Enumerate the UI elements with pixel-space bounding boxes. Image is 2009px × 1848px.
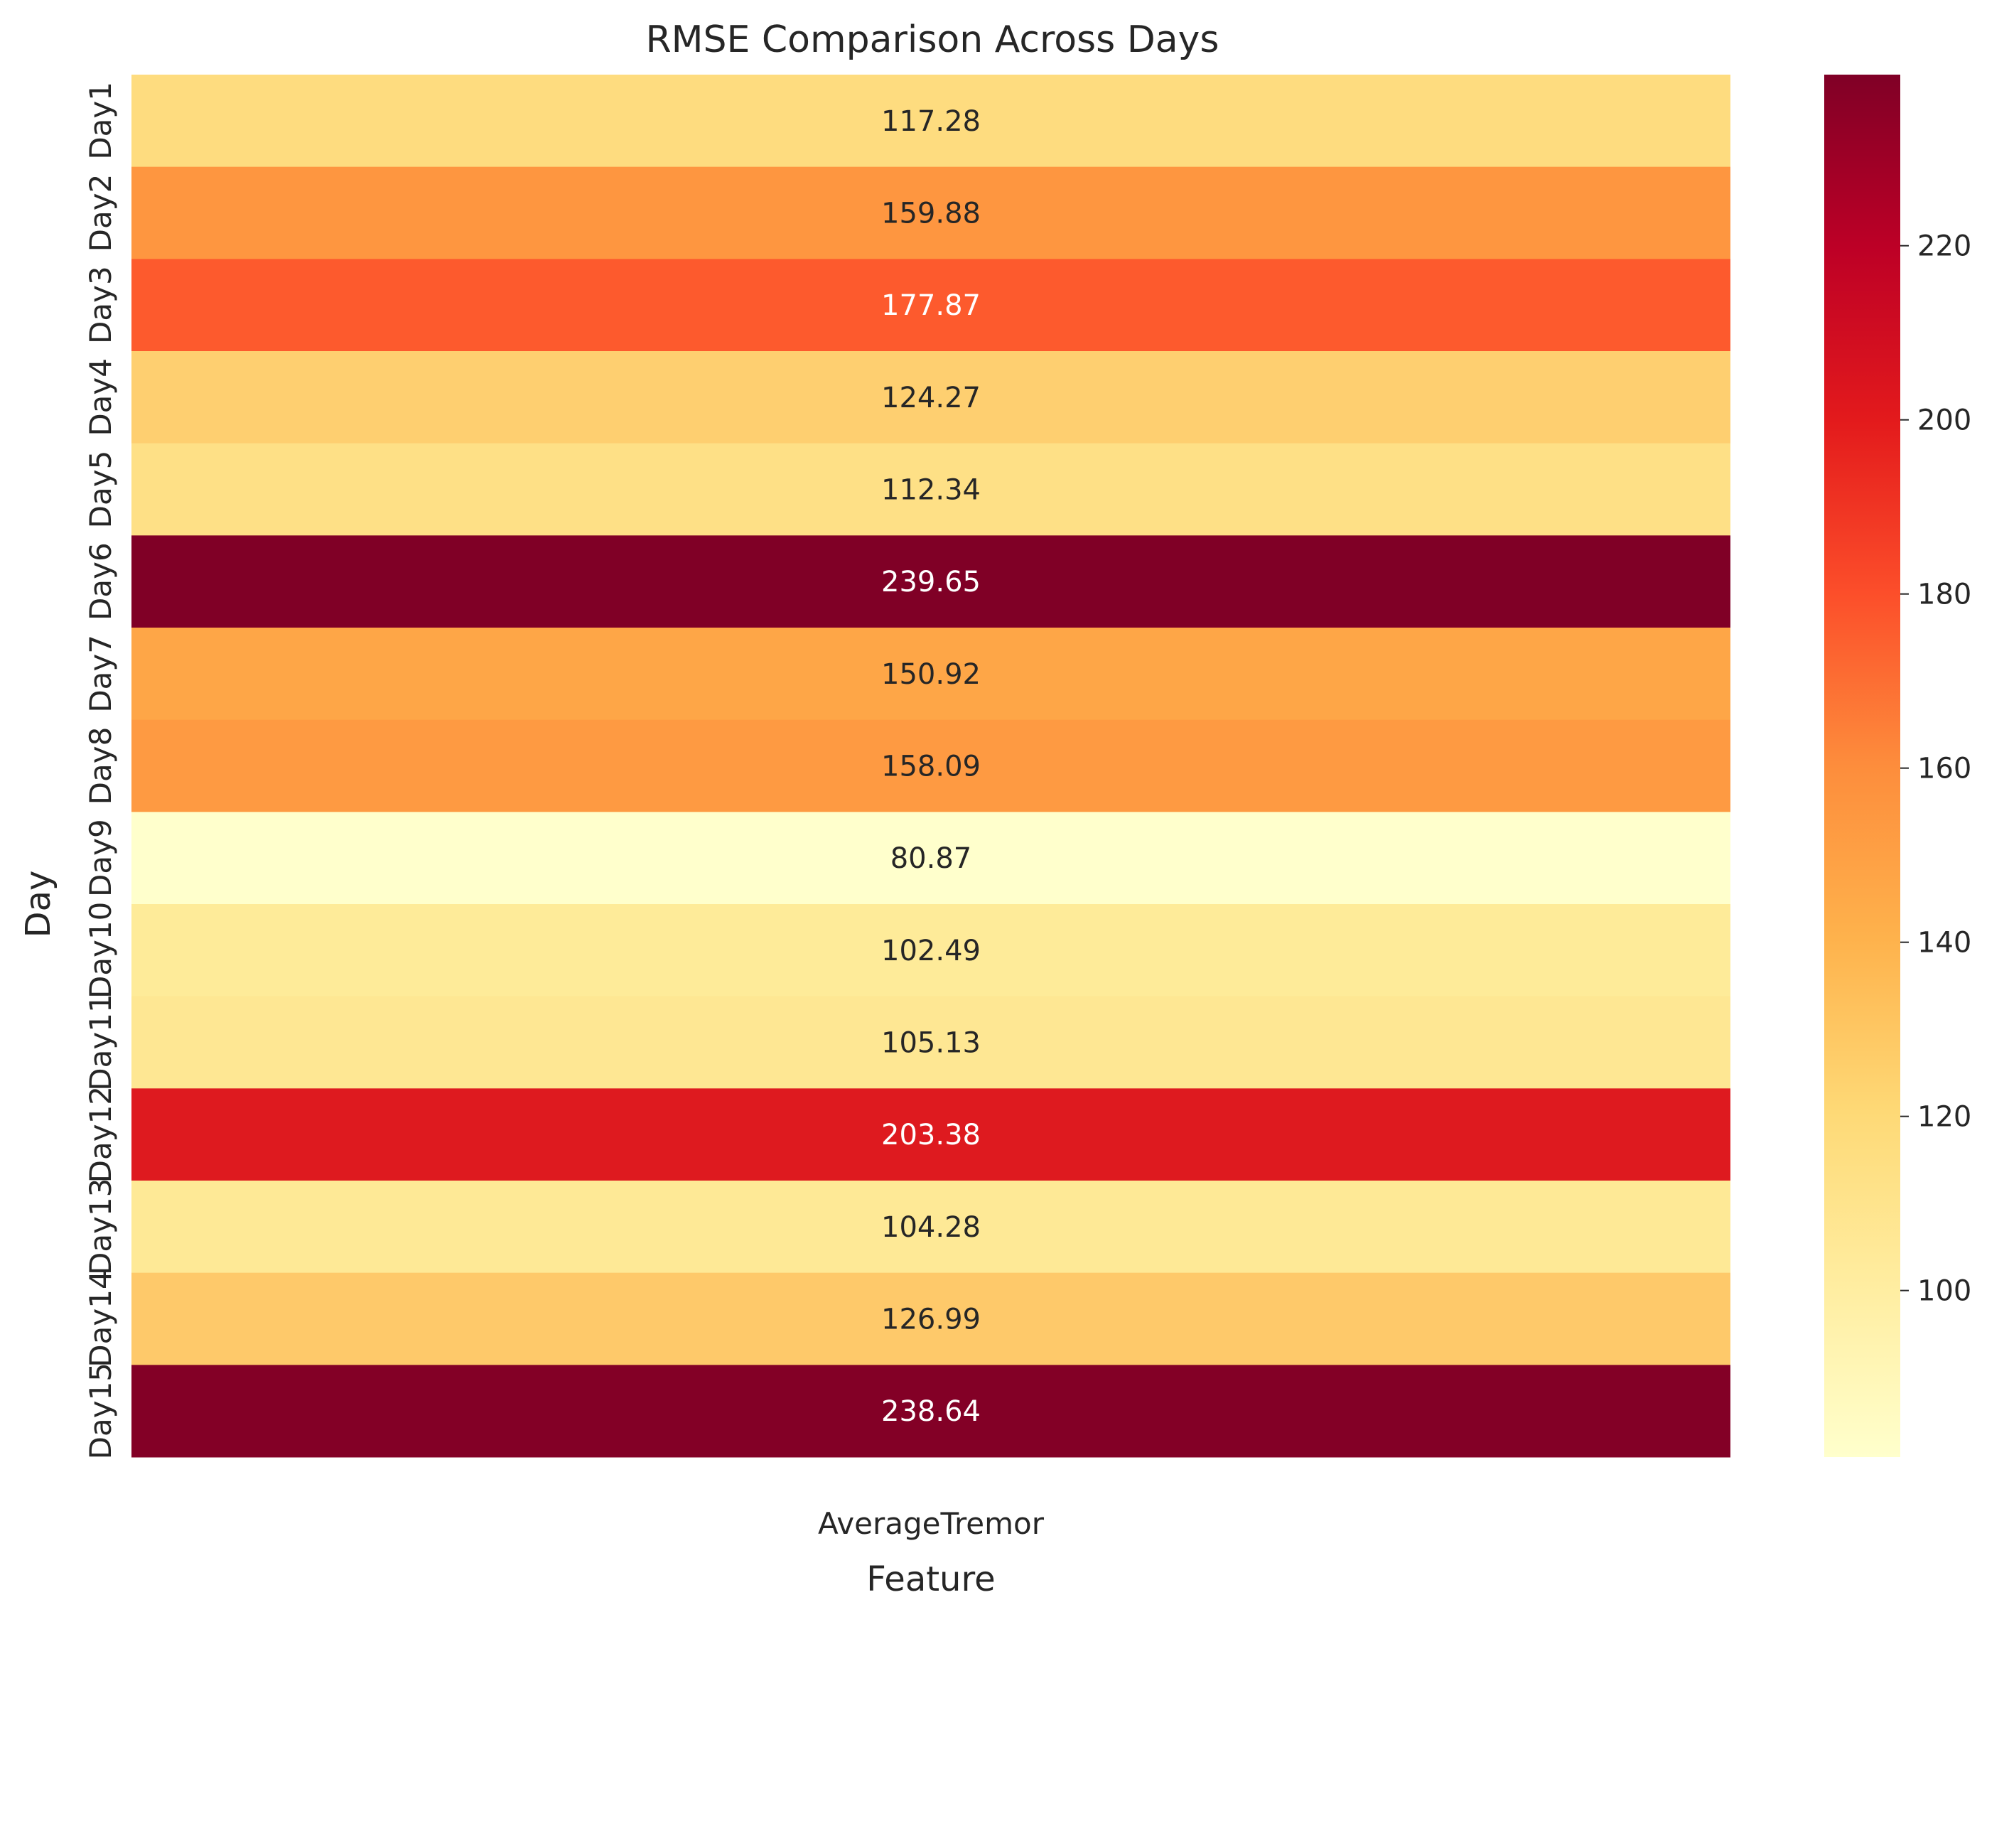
cell-value-label: 117.28 bbox=[881, 105, 981, 138]
heatmap-cell bbox=[131, 904, 1730, 997]
y-tick-label: Day12 bbox=[83, 1086, 118, 1183]
y-axis-label: Day bbox=[18, 871, 58, 938]
y-tick-label: Day3 bbox=[83, 266, 118, 344]
cell-value-labels: 117.28 159.88 177.87 124.27 112.34 239.65 150.… bbox=[881, 105, 981, 1428]
y-tick-label: Day13 bbox=[83, 1178, 118, 1275]
heatmap-cell bbox=[131, 259, 1730, 352]
y-tick-label: Day9 bbox=[83, 819, 118, 897]
y-tick-label: Day1 bbox=[83, 82, 118, 160]
y-tick-label: Day5 bbox=[83, 451, 118, 529]
heatmap-cell bbox=[131, 1181, 1730, 1274]
cell-value-label: 203.38 bbox=[881, 1119, 981, 1151]
x-tick-label: AverageTremor bbox=[818, 1506, 1045, 1541]
colorbar-tick-label: 120 bbox=[1917, 1101, 1971, 1134]
colorbar bbox=[1824, 75, 1900, 1457]
y-tick-label: Day15 bbox=[83, 1363, 118, 1459]
y-tick-label: Day6 bbox=[83, 542, 118, 621]
y-tick-label: Day10 bbox=[83, 902, 118, 999]
cell-value-label: 239.65 bbox=[881, 566, 981, 598]
heatmap-cell bbox=[131, 1365, 1730, 1458]
cell-value-label: 158.09 bbox=[881, 751, 981, 783]
heatmap-cell bbox=[131, 1272, 1730, 1365]
heatmap-cell bbox=[131, 996, 1730, 1089]
y-tick-label: Day4 bbox=[83, 358, 118, 436]
colorbar-tick-label: 100 bbox=[1917, 1275, 1971, 1308]
y-tick-label: Day7 bbox=[83, 635, 118, 713]
cell-value-label: 124.27 bbox=[881, 382, 981, 414]
cell-value-label: 238.64 bbox=[881, 1395, 981, 1428]
heatmap-cell bbox=[131, 1088, 1730, 1181]
colorbar-tick-label: 140 bbox=[1917, 927, 1971, 960]
cell-value-label: 105.13 bbox=[881, 1027, 981, 1060]
colorbar-tick-label: 160 bbox=[1917, 753, 1971, 785]
y-tick-label: Day8 bbox=[83, 727, 118, 805]
heatmap-cell bbox=[131, 535, 1730, 628]
cell-value-label: 177.87 bbox=[881, 289, 981, 322]
cell-value-label: 159.88 bbox=[881, 198, 981, 230]
heatmap-cell bbox=[131, 812, 1730, 905]
y-tick-label: Day2 bbox=[83, 174, 118, 252]
cell-value-label: 112.34 bbox=[881, 474, 981, 507]
heatmap-cells bbox=[131, 75, 1730, 1458]
y-tick-label: Day11 bbox=[83, 994, 118, 1090]
cell-value-label: 150.92 bbox=[881, 658, 981, 691]
colorbar-tick-label: 220 bbox=[1917, 230, 1971, 263]
heatmap-cell bbox=[131, 166, 1730, 259]
y-tick-labels: Day1 Day2 Day3 Day4 Day5 Day6 Day7 Day8 Day9 Day1… bbox=[83, 82, 118, 1459]
cell-value-label: 126.99 bbox=[881, 1304, 981, 1336]
heatmap-cell bbox=[131, 443, 1730, 536]
heatmap-cell bbox=[131, 351, 1730, 444]
heatmap-cell bbox=[131, 719, 1730, 812]
cell-value-label: 104.28 bbox=[881, 1211, 981, 1244]
heatmap-cell bbox=[131, 75, 1730, 168]
heatmap-cell bbox=[131, 628, 1730, 721]
colorbar-ticks: 100 120 140 160 180 200 220 bbox=[1900, 230, 1971, 1308]
cell-value-label: 80.87 bbox=[890, 842, 972, 875]
x-axis-label: Feature bbox=[866, 1559, 995, 1599]
colorbar-tick-label: 180 bbox=[1917, 579, 1971, 611]
y-tick-label: Day14 bbox=[83, 1270, 118, 1367]
cell-value-label: 102.49 bbox=[881, 935, 981, 967]
colorbar-tick-label: 200 bbox=[1917, 404, 1971, 437]
chart-title: RMSE Comparison Across Days bbox=[645, 18, 1219, 61]
